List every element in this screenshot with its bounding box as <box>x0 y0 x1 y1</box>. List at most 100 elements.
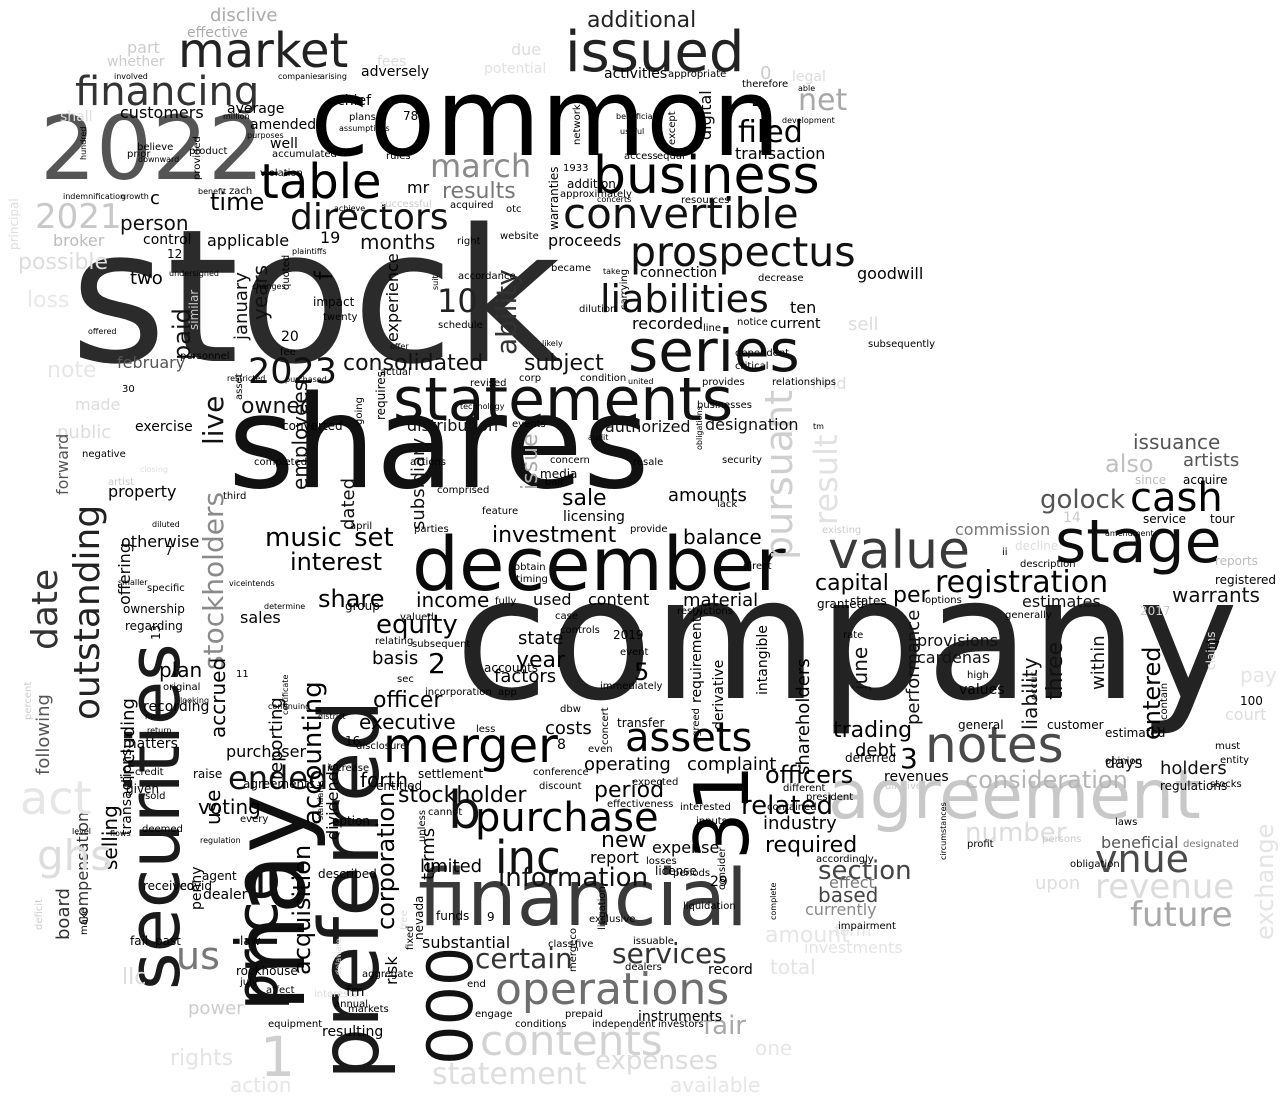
cloud-word-licensing: licensing <box>563 509 625 525</box>
cloud-word-notice: notice <box>737 317 768 328</box>
cloud-word-year: year <box>516 648 566 673</box>
cloud-word-restricted: restricted <box>227 374 266 383</box>
cloud-word-music: music <box>265 523 342 553</box>
cloud-word-agreement: agreement <box>828 756 1201 835</box>
cloud-word-june: june <box>848 646 872 690</box>
cloud-word-therefore: therefore <box>742 79 789 90</box>
cloud-word-technology: technology <box>460 402 505 411</box>
cloud-word-original: original <box>163 682 201 693</box>
cloud-word-section: section <box>818 856 912 886</box>
cloud-word-financing: financing <box>75 69 260 115</box>
cloud-word-law: law <box>240 934 261 948</box>
cloud-word-result: result <box>807 434 845 525</box>
cloud-word-instruments: instruments <box>638 1009 723 1025</box>
cloud-word-diluted: diluted <box>152 520 180 529</box>
cloud-word-2023: 2023 <box>248 352 338 392</box>
cloud-word-activities: activities <box>604 66 668 82</box>
cloud-word-warrants: warrants <box>1172 583 1260 607</box>
cloud-word-exclusive: exclusive <box>589 914 636 925</box>
cloud-word-right: right <box>457 236 481 247</box>
cloud-word-directors: directors <box>290 197 449 238</box>
cloud-word-net: net <box>798 83 848 118</box>
cloud-word-well: well <box>270 136 298 152</box>
cloud-word-january: january <box>231 272 252 340</box>
cloud-word-affect: affect <box>266 985 295 996</box>
cloud-word-artist: artist <box>108 477 135 488</box>
cloud-word-record: record <box>708 962 753 978</box>
cloud-word-000: 000 <box>414 946 487 1065</box>
cloud-word-resale: resale <box>633 457 664 468</box>
cloud-word-table: table <box>260 154 382 210</box>
cloud-word-accrued: accrued <box>206 657 230 738</box>
cloud-word-years: years <box>248 264 272 320</box>
cloud-word-value: value <box>828 521 971 581</box>
cloud-word-existing: existing <box>822 525 862 536</box>
cloud-word-controls: controls <box>560 625 600 636</box>
cloud-word-commission: commission <box>955 520 1051 539</box>
cloud-word-periods: periods <box>673 868 711 879</box>
cloud-word-interest: interest <box>290 548 383 576</box>
cloud-word-power: power <box>188 998 244 1019</box>
cloud-word-100: 100 <box>1240 694 1263 708</box>
cloud-word-arising: arising <box>320 72 347 81</box>
cloud-word-ownership: ownership <box>123 602 185 616</box>
cloud-word-regulations: regulations <box>1160 779 1228 793</box>
cloud-word-2021: 2021 <box>35 197 122 237</box>
cloud-word-dependent: dependent <box>735 348 790 359</box>
cloud-word-required: required <box>765 833 858 858</box>
cloud-word-app: app <box>498 687 517 698</box>
cloud-word-10: 10 <box>437 282 478 320</box>
cloud-word-incorporation: incorporation <box>425 687 492 698</box>
cloud-word-related: related <box>741 791 833 821</box>
cloud-word-successful: successful <box>380 199 432 210</box>
cloud-word-purchased: purchased <box>285 375 327 384</box>
cloud-word-forward: forward <box>53 433 72 495</box>
cloud-word-issue: issue <box>518 433 543 490</box>
cloud-word-within: within <box>1088 635 1109 690</box>
cloud-word-property: property <box>108 482 177 501</box>
cloud-word-fair: fair <box>703 1011 746 1041</box>
cloud-word-interested: interested <box>680 802 731 813</box>
cloud-word-performance: performance <box>903 609 924 725</box>
cloud-word-relationships: relationships <box>772 377 836 388</box>
cloud-word-investors: investors <box>658 1019 704 1030</box>
cloud-word-hundred: hundred <box>79 126 88 160</box>
cloud-word-profit: profit <box>967 839 994 850</box>
cloud-word-events: events <box>512 419 546 430</box>
cloud-word-industry: industry <box>763 813 837 834</box>
cloud-word-immediately: immediately <box>600 681 663 692</box>
cloud-word-given: given <box>126 782 160 796</box>
cloud-word-beneficially: beneficially <box>616 112 662 121</box>
cloud-word-b: b <box>448 781 482 841</box>
cloud-word-smaller: smaller <box>118 578 148 587</box>
cloud-word-benefit: benefit <box>198 187 227 196</box>
cloud-word-dealers: dealers <box>625 962 662 973</box>
cloud-word-number: number <box>965 818 1067 848</box>
cloud-word-carrying: carrying <box>619 268 630 310</box>
cloud-word-addition: addition <box>567 177 616 191</box>
cloud-word-plaintiffs: plaintiffs <box>292 247 327 256</box>
cloud-word-bair: bair <box>545 477 565 488</box>
cloud-word-prepaid: prepaid <box>565 1009 603 1020</box>
cloud-word-timing: timing <box>516 574 548 585</box>
cloud-word-laws: laws <box>1115 817 1138 828</box>
cloud-word-closing: closing <box>140 465 169 474</box>
cloud-word-plan: plan <box>159 658 203 682</box>
cloud-word-designated: designated <box>1183 839 1239 850</box>
cloud-word-future: future <box>1130 895 1233 935</box>
cloud-word-every: every <box>240 814 269 825</box>
cloud-word-months: months <box>360 230 436 254</box>
cloud-word-product: product <box>189 146 228 157</box>
cloud-word-transaction: transaction <box>735 144 826 163</box>
cloud-word-certificate: certificate <box>281 674 290 715</box>
cloud-word-per: per <box>893 583 930 608</box>
cloud-word-accumulated: accumulated <box>272 149 337 160</box>
cloud-word-2017: 2017 <box>1140 604 1171 618</box>
cloud-word-shareholders: shareholders <box>793 658 814 775</box>
cloud-word-two: two <box>130 268 163 289</box>
cloud-word-outstanding: outstanding <box>67 504 108 720</box>
cloud-word-issuance: issuance <box>1133 430 1221 454</box>
cloud-word-additional: additional <box>587 8 697 33</box>
cloud-word-asset: asset <box>234 373 245 400</box>
cloud-word-transfer: transfer <box>617 716 665 730</box>
